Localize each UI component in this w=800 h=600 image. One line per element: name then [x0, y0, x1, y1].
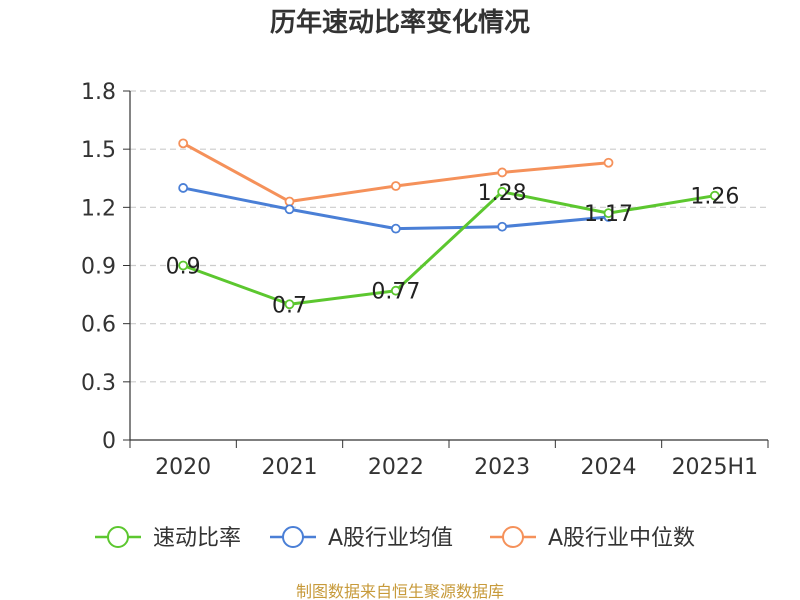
y-tick-label: 0.9 — [81, 255, 116, 280]
data-point — [390, 285, 401, 296]
data-label: 1.26 — [690, 185, 739, 210]
legend-marker — [502, 526, 524, 548]
data-point — [178, 260, 189, 271]
x-tick-label: 2023 — [474, 455, 530, 480]
y-tick-label: 1.2 — [81, 196, 116, 221]
data-point — [603, 208, 614, 219]
x-tick-label: 2022 — [368, 455, 424, 480]
source-footer: 制图数据来自恒生聚源数据库 — [296, 582, 504, 600]
x-tick-label: 2021 — [262, 455, 318, 480]
y-tick-label: 1.5 — [81, 138, 116, 163]
x-tick-label: 2024 — [581, 455, 637, 480]
y-tick-label: 1.8 — [81, 80, 116, 105]
y-tick-label: 0.3 — [81, 371, 116, 396]
data-point — [497, 186, 508, 197]
y-tick-label: 0.6 — [81, 313, 116, 338]
chart-title: 历年速动比率变化情况 — [270, 7, 530, 38]
data-label: 0.7 — [272, 293, 307, 318]
y-tick-label: 0 — [102, 429, 116, 454]
data-label: 1.17 — [584, 202, 633, 227]
axes: 0 0.3 0.6 0.9 1.2 1.5 1.8 2020 2021 2022 2023 2024 2… — [81, 80, 769, 480]
data-labels: 0.9 0.7 0.77 1.28 1.17 1.26 — [166, 181, 740, 318]
legend-label: A股行业均值 — [328, 526, 453, 551]
grid-lines — [130, 90, 768, 383]
data-point — [497, 167, 508, 178]
series-line — [182, 142, 609, 204]
data-point — [284, 204, 295, 215]
series-layer — [178, 138, 720, 310]
legend-marker — [107, 526, 129, 548]
data-label: 0.9 — [166, 255, 201, 280]
data-point — [603, 157, 614, 168]
data-point — [178, 138, 189, 149]
x-tick-label: 2025H1 — [672, 455, 759, 480]
data-point — [284, 196, 295, 207]
data-point — [497, 221, 508, 232]
data-label: 1.28 — [478, 181, 527, 206]
data-point — [709, 190, 720, 201]
series-line — [182, 186, 609, 231]
data-point — [178, 183, 189, 193]
legend-label: 速动比率 — [153, 526, 241, 551]
series-line — [182, 190, 716, 306]
data-label: 0.77 — [371, 280, 420, 305]
data-point — [284, 299, 295, 310]
data-point — [390, 181, 401, 191]
data-point — [390, 223, 401, 234]
legend-label: A股行业中位数 — [548, 526, 695, 551]
legend-marker — [282, 526, 304, 548]
x-tick-label: 2020 — [155, 455, 211, 480]
legend: 速动比率 A股行业均值 A股行业中位数 — [95, 526, 695, 551]
